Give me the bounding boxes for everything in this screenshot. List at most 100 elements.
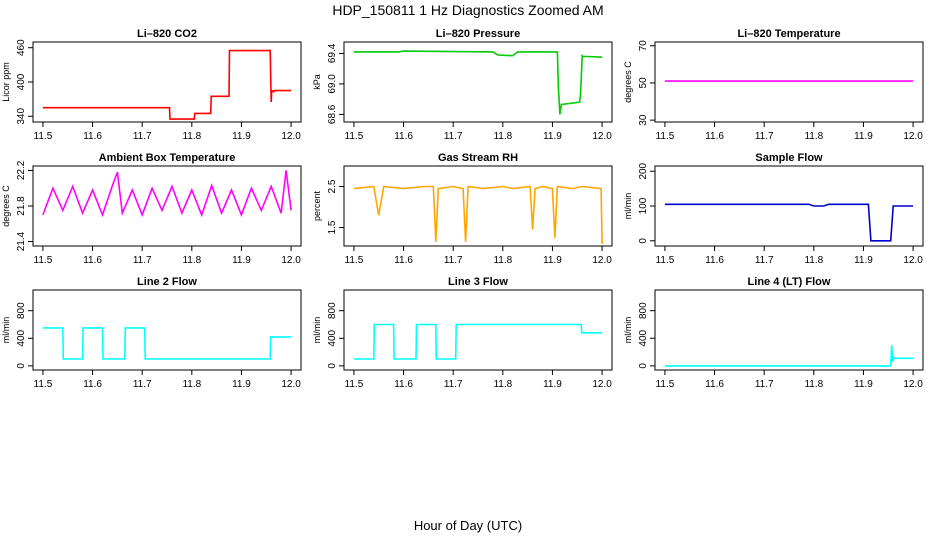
panel-6: Sample Flow 11.5 11.6 11.7 11.8 11.9 12.0 0 100 2… xyxy=(623,152,924,266)
y-tick-label: 100 xyxy=(638,197,649,214)
y-tick-label: 21.8 xyxy=(16,196,27,216)
x-tick-label: 11.7 xyxy=(755,131,774,142)
y-tick-label: 800 xyxy=(16,302,27,319)
x-tick-label: 11.5 xyxy=(345,131,364,142)
y-tick-label: 400 xyxy=(16,329,27,346)
x-tick-label: 11.9 xyxy=(232,255,251,266)
panel-title: Li–820 Temperature xyxy=(737,28,840,40)
x-tick-label: 12.0 xyxy=(592,131,612,142)
x-tick-label: 11.7 xyxy=(133,131,152,142)
plot-frame xyxy=(343,41,613,123)
panel-title: Line 3 Flow xyxy=(448,276,508,288)
x-tick-label: 11.8 xyxy=(493,131,512,142)
panel-1: Li–820 CO2 11.5 11.6 11.7 11.8 11.9 12.0 340 400… xyxy=(1,28,302,142)
series-line xyxy=(353,323,603,360)
x-tick-label: 11.9 xyxy=(854,131,873,142)
x-tick-label: 11.8 xyxy=(804,255,823,266)
x-tick-label: 12.0 xyxy=(903,379,923,390)
x-tick-label: 11.9 xyxy=(854,379,873,390)
y-tick-label: 0 xyxy=(327,363,338,369)
x-tick-label: 11.6 xyxy=(83,379,102,390)
y-tick-label: 1.5 xyxy=(327,220,338,234)
x-tick-label: 11.7 xyxy=(444,255,463,266)
series-line xyxy=(42,170,292,218)
series-line xyxy=(664,345,914,367)
x-tick-label: 11.5 xyxy=(34,255,53,266)
x-tick-label: 12.0 xyxy=(592,379,612,390)
x-tick-label: 11.5 xyxy=(656,131,675,142)
x-tick-label: 11.6 xyxy=(705,255,724,266)
y-axis-label: degrees C xyxy=(623,61,633,103)
plot-frame xyxy=(343,289,613,371)
series-line xyxy=(353,185,603,244)
x-tick-label: 11.6 xyxy=(394,379,413,390)
x-tick-label: 11.7 xyxy=(444,131,463,142)
y-tick-label: 400 xyxy=(638,329,649,346)
y-tick-label: 69.0 xyxy=(327,74,338,94)
y-axis-label: kPa xyxy=(312,74,322,90)
main-title: HDP_150811 1 Hz Diagnostics Zoomed AM xyxy=(332,2,604,18)
panel-2: Li–820 Pressure 11.5 11.6 11.7 11.8 11.9 12.0 6… xyxy=(312,28,613,142)
plot-frame xyxy=(343,165,613,247)
y-axis-label: ml/min xyxy=(312,317,322,344)
panel-title: Li–820 Pressure xyxy=(436,28,520,40)
plot-frame xyxy=(32,165,302,247)
y-axis-label: percent xyxy=(312,190,322,221)
y-tick-label: 50 xyxy=(638,77,649,89)
y-tick-label: 68.6 xyxy=(327,104,338,124)
x-tick-label: 11.9 xyxy=(543,255,562,266)
x-tick-label: 12.0 xyxy=(903,131,923,142)
y-tick-label: 460 xyxy=(16,39,27,56)
panel-title: Ambient Box Temperature xyxy=(99,152,236,164)
x-tick-label: 11.8 xyxy=(804,379,823,390)
x-tick-label: 11.5 xyxy=(34,131,53,142)
x-tick-label: 11.5 xyxy=(656,379,675,390)
x-tick-label: 11.9 xyxy=(543,131,562,142)
x-tick-label: 11.7 xyxy=(755,379,774,390)
y-tick-label: 0 xyxy=(16,363,27,369)
panel-title: Gas Stream RH xyxy=(438,152,518,164)
x-tick-label: 11.5 xyxy=(345,255,364,266)
x-tick-label: 11.5 xyxy=(656,255,675,266)
panel-title: Line 2 Flow xyxy=(137,276,197,288)
x-tick-label: 11.5 xyxy=(345,379,364,390)
panel-9: Line 4 (LT) Flow 11.5 11.6 11.7 11.8 11.9 12.0… xyxy=(623,276,924,390)
x-tick-label: 12.0 xyxy=(903,255,923,266)
x-tick-label: 11.8 xyxy=(493,255,512,266)
plot-frame xyxy=(32,289,302,371)
panel-7: Line 2 Flow 11.5 11.6 11.7 11.8 11.9 12.0 0 400 8… xyxy=(1,276,302,390)
y-tick-label: 70 xyxy=(638,40,649,52)
series-line xyxy=(42,327,292,360)
y-tick-label: 0 xyxy=(638,363,649,369)
y-axis-label: Licor ppm xyxy=(1,62,11,102)
y-tick-label: 800 xyxy=(327,302,338,319)
x-tick-label: 12.0 xyxy=(592,255,612,266)
panel-title: Sample Flow xyxy=(755,152,823,164)
x-tick-label: 11.7 xyxy=(755,255,774,266)
y-tick-label: 30 xyxy=(638,114,649,126)
x-tick-label: 11.6 xyxy=(394,131,413,142)
series-line xyxy=(42,49,292,120)
y-axis-label: ml/min xyxy=(623,193,633,220)
x-tick-label: 11.6 xyxy=(83,255,102,266)
x-tick-label: 11.8 xyxy=(182,379,201,390)
y-tick-label: 0 xyxy=(638,238,649,244)
panel-3: Li–820 Temperature 11.5 11.6 11.7 11.8 11.9 12… xyxy=(623,28,924,142)
x-tick-label: 11.9 xyxy=(543,379,562,390)
x-tick-label: 11.5 xyxy=(34,379,53,390)
x-tick-label: 11.8 xyxy=(182,131,201,142)
plot-frame xyxy=(654,41,924,123)
x-tick-label: 11.6 xyxy=(705,131,724,142)
panel-4: Ambient Box Temperature 11.5 11.6 11.7 11.8 1… xyxy=(1,152,302,266)
y-axis-label: ml/min xyxy=(1,317,11,344)
x-tick-label: 12.0 xyxy=(281,131,301,142)
x-tick-label: 11.8 xyxy=(804,131,823,142)
x-axis-caption: Hour of Day (UTC) xyxy=(413,518,523,533)
x-tick-label: 11.6 xyxy=(705,379,724,390)
plot-frame xyxy=(654,165,924,247)
x-tick-label: 11.7 xyxy=(444,379,463,390)
plot-frame xyxy=(654,289,924,371)
plot-frame xyxy=(32,41,302,123)
y-axis-label: degrees C xyxy=(1,185,11,227)
